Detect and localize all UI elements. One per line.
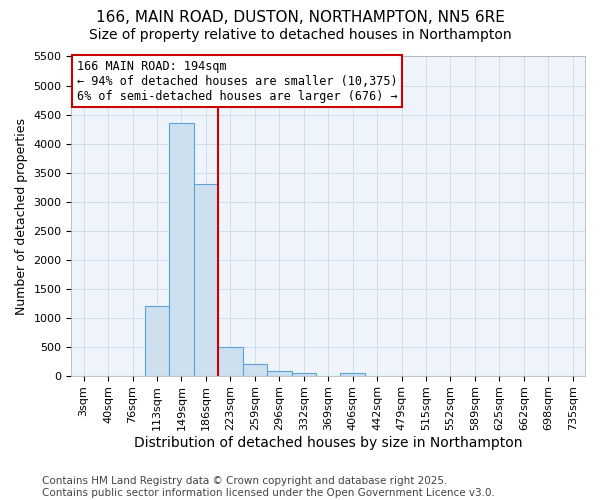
Y-axis label: Number of detached properties: Number of detached properties xyxy=(15,118,28,314)
Bar xyxy=(267,371,292,376)
Bar xyxy=(218,346,242,376)
Bar xyxy=(340,372,365,376)
Text: 166 MAIN ROAD: 194sqm
← 94% of detached houses are smaller (10,375)
6% of semi-d: 166 MAIN ROAD: 194sqm ← 94% of detached … xyxy=(77,60,397,102)
X-axis label: Distribution of detached houses by size in Northampton: Distribution of detached houses by size … xyxy=(134,436,523,450)
Bar xyxy=(292,372,316,376)
Text: Contains HM Land Registry data © Crown copyright and database right 2025.
Contai: Contains HM Land Registry data © Crown c… xyxy=(42,476,495,498)
Bar xyxy=(169,123,194,376)
Bar xyxy=(145,306,169,376)
Text: Size of property relative to detached houses in Northampton: Size of property relative to detached ho… xyxy=(89,28,511,42)
Text: 166, MAIN ROAD, DUSTON, NORTHAMPTON, NN5 6RE: 166, MAIN ROAD, DUSTON, NORTHAMPTON, NN5… xyxy=(95,10,505,25)
Bar xyxy=(194,184,218,376)
Bar xyxy=(242,364,267,376)
